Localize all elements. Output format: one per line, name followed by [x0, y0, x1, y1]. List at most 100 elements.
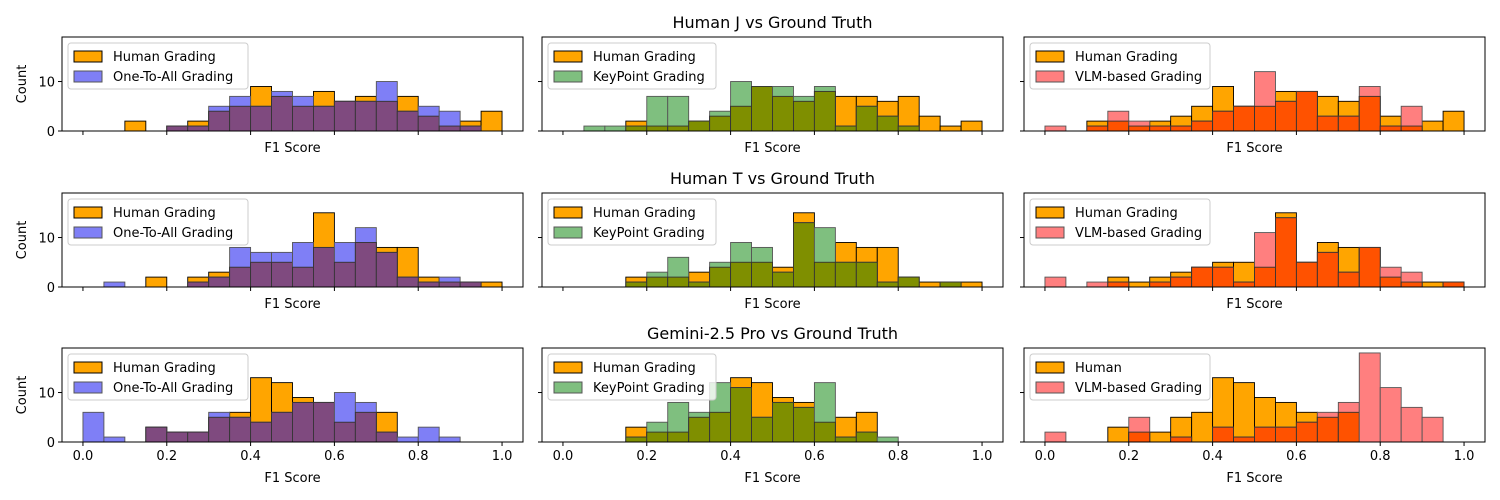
- y-axis-label: Count: [15, 65, 30, 104]
- bar-overlap-bin-6: [208, 276, 231, 288]
- x-axis-label: F1 Score: [1226, 141, 1282, 156]
- bar-one_to_all-bin-17: [438, 436, 461, 443]
- bar-vlm-bin-0: [1044, 276, 1067, 288]
- legend: Human Grading VLM-based Grading: [1029, 42, 1211, 90]
- legend: Human Grading KeyPoint Grading: [547, 198, 717, 246]
- bar-overlap-bin-7: [229, 416, 252, 443]
- legend-swatch-human: [73, 206, 103, 219]
- bar-overlap-bin-8: [250, 105, 272, 132]
- y-tick-label: 0: [47, 281, 55, 296]
- bar-overlap-bin-11: [793, 406, 815, 443]
- axes-frame: [61, 347, 524, 443]
- bar-overlap-bin-12: [813, 90, 836, 132]
- legend: Human VLM-based Grading: [1029, 353, 1211, 401]
- legend-swatch-vlm: [1035, 381, 1065, 394]
- bar-overlap-bin-12: [333, 421, 356, 443]
- bar-human-bin-19: [480, 110, 503, 132]
- axes-frame: [1023, 36, 1486, 132]
- bar-vlm-bin-17: [1400, 406, 1423, 443]
- bar-overlap-bin-11: [313, 401, 335, 443]
- x-tick-label: 1.0: [972, 449, 993, 464]
- bar-one_to_all-bin-0: [82, 411, 105, 443]
- bar-overlap-bin-14: [855, 105, 878, 132]
- bar-overlap-bin-7: [229, 105, 252, 132]
- bar-overlap-bin-8: [730, 261, 752, 288]
- bar-overlap-bin-12: [333, 261, 356, 288]
- bar-human-bin-18: [939, 125, 962, 132]
- bar-keypoint-bin-2: [604, 125, 627, 132]
- bar-overlap-bin-11: [793, 100, 815, 132]
- bar-overlap-bin-10: [1254, 266, 1276, 288]
- bar-human-bin-19: [1442, 110, 1465, 132]
- bar-one_to_all-bin-16: [417, 426, 440, 443]
- legend-label-human: Human: [1075, 361, 1122, 376]
- bar-overlap-bin-11: [1275, 217, 1297, 288]
- bar-overlap-bin-3: [145, 426, 168, 443]
- bar-overlap-bin-4: [1128, 125, 1151, 132]
- bar-overlap-bin-11: [1275, 100, 1297, 132]
- bar-vlm-bin-2: [1086, 281, 1109, 288]
- legend-label-one_to_all: One-To-All Grading: [113, 226, 233, 241]
- bar-overlap-bin-18: [939, 281, 962, 288]
- bar-human-bin-3: [1107, 426, 1130, 443]
- bar-human-bin-7: [1191, 411, 1214, 443]
- bar-human-bin-17: [918, 281, 941, 288]
- bar-human-bin-19: [480, 281, 503, 288]
- panel-r2-c2: 0.0 0.2 0.4 0.6 0.8 1.0 F1 Score Human VLM-based…: [1020, 347, 1486, 486]
- y-tick-label: 10: [38, 232, 55, 247]
- legend-swatch-vlm: [1035, 70, 1065, 83]
- y-tick-label: 0: [47, 125, 55, 140]
- bar-overlap-bin-8: [250, 421, 272, 443]
- bar-overlap-bin-15: [396, 276, 419, 288]
- y-tick-label: 10: [38, 76, 55, 91]
- bar-overlap-bin-5: [187, 281, 210, 288]
- x-axis-label: F1 Score: [1226, 297, 1282, 312]
- x-tick-label: 0.2: [636, 449, 657, 464]
- x-tick-label: 0.6: [324, 449, 345, 464]
- x-axis-label: F1 Score: [744, 471, 800, 486]
- bar-overlap-bin-7: [229, 266, 252, 288]
- bar-overlap-bin-5: [1149, 281, 1172, 288]
- legend-label-human: Human Grading: [113, 206, 216, 221]
- bar-overlap-bin-12: [333, 100, 356, 132]
- bar-overlap-bin-9: [1233, 281, 1255, 288]
- x-axis-label: F1 Score: [264, 297, 320, 312]
- bar-overlap-bin-17: [438, 281, 461, 288]
- legend-box: [67, 353, 249, 401]
- y-tick-label: 0: [47, 436, 55, 451]
- panel-r1-c0: 0 10 F1 Score Count Human Grading One-To-All …: [15, 192, 524, 312]
- x-tick-label: 1.0: [1454, 449, 1475, 464]
- bar-one_to_all-bin-1: [103, 436, 126, 443]
- legend-box: [1029, 353, 1211, 401]
- x-tick-label: 0.6: [804, 449, 825, 464]
- bar-overlap-bin-8: [250, 261, 272, 288]
- bar-overlap-bin-13: [1316, 251, 1339, 288]
- x-tick-label: 0.0: [553, 449, 574, 464]
- axes-frame: [541, 36, 1004, 132]
- bar-one_to_all-bin-15: [396, 436, 419, 443]
- x-tick-label: 0.0: [73, 449, 94, 464]
- legend-box: [547, 42, 717, 90]
- legend-label-human: Human Grading: [593, 50, 696, 65]
- x-axis-label: F1 Score: [744, 141, 800, 156]
- bar-overlap-bin-15: [396, 110, 419, 132]
- bar-overlap-bin-5: [667, 125, 690, 132]
- bar-overlap-bin-3: [625, 281, 648, 288]
- bar-overlap-bin-13: [834, 125, 857, 132]
- panel-r0-c0: 0 10 F1 Score Count Human Grading One-To-All …: [15, 36, 524, 156]
- bar-overlap-bin-6: [208, 110, 231, 132]
- x-axis-label: F1 Score: [264, 471, 320, 486]
- bar-overlap-bin-17: [1400, 281, 1423, 288]
- panel-r1-c2: F1 Score Human Grading VLM-based Grading: [1020, 192, 1486, 312]
- bar-overlap-bin-3: [625, 436, 648, 443]
- legend-label-keypoint: KeyPoint Grading: [593, 226, 705, 241]
- bar-overlap-bin-12: [813, 261, 836, 288]
- bar-overlap-bin-9: [751, 261, 773, 288]
- panel-r2-c0: 0.0 0.2 0.4 0.6 0.8 1.0 0 10 F1 Score Count Human …: [15, 347, 524, 486]
- bar-overlap-bin-4: [1128, 431, 1151, 443]
- bar-overlap-bin-3: [625, 125, 648, 132]
- bar-overlap-bin-8: [730, 387, 752, 443]
- legend-swatch-human: [553, 50, 583, 63]
- bar-overlap-bin-19: [1442, 281, 1465, 288]
